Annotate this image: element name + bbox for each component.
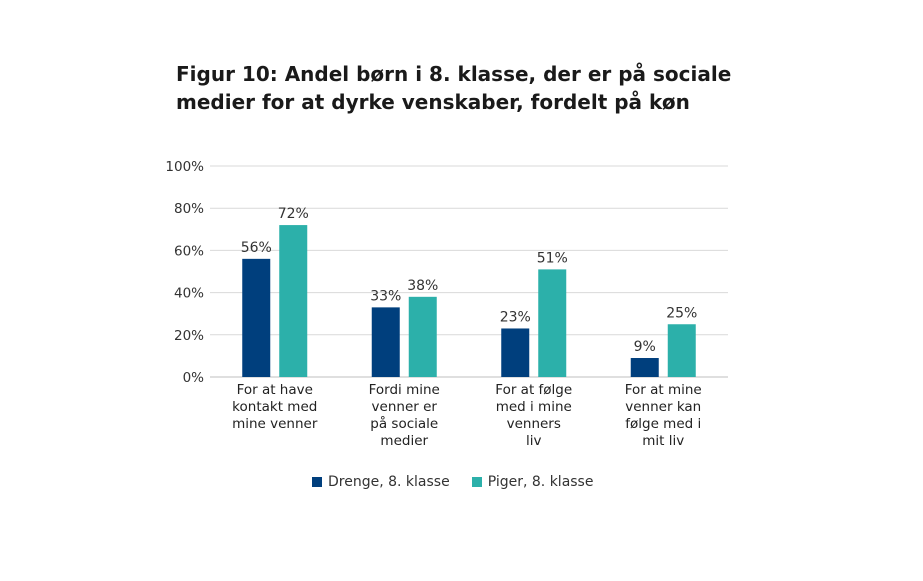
category-label: venner er <box>372 399 438 415</box>
chart-title-line-1: Figur 10: Andel børn i 8. klasse, der er… <box>176 62 732 86</box>
bar <box>371 307 400 377</box>
chart-title: Figur 10: Andel børn i 8. klasse, der er… <box>176 60 776 116</box>
legend-swatch-piger <box>471 477 482 487</box>
data-label: 9% <box>634 339 656 355</box>
bar <box>408 296 437 377</box>
category-label: medier <box>380 433 428 449</box>
category-label: venner kan <box>625 399 701 415</box>
category-label: med i mine <box>496 399 572 415</box>
y-tick-label: 40% <box>174 286 204 302</box>
category-label: For at følge <box>495 382 572 398</box>
bar <box>501 328 530 377</box>
y-tick-label: 0% <box>183 370 205 386</box>
data-label: 33% <box>370 288 401 304</box>
y-tick-label: 60% <box>174 243 204 259</box>
category-label: følge med i <box>625 416 701 432</box>
data-label: 72% <box>278 206 309 222</box>
bar <box>667 324 696 377</box>
category-label: mit liv <box>642 433 684 449</box>
y-tick-label: 100% <box>165 159 204 175</box>
data-label: 23% <box>500 309 531 325</box>
category-label: For at mine <box>625 382 702 398</box>
category-label: mine venner <box>232 416 318 432</box>
y-tick-label: 80% <box>174 201 204 217</box>
category-label: liv <box>526 433 542 449</box>
chart-title-line-2: medier for at dyrke venskaber, fordelt p… <box>176 90 690 114</box>
data-label: 56% <box>241 240 272 256</box>
bar <box>242 258 271 377</box>
category-label: på sociale <box>370 415 438 432</box>
category-label: kontakt med <box>232 399 317 415</box>
category-label: Fordi mine <box>369 382 440 398</box>
legend-label-drenge: Drenge, 8. klasse <box>328 474 450 490</box>
data-label: 51% <box>537 250 568 266</box>
category-label: For at have <box>237 382 313 398</box>
legend-swatch-drenge <box>312 477 322 487</box>
legend: Drenge, 8. klasse Piger, 8. klasse <box>312 474 593 490</box>
bar <box>279 225 308 377</box>
y-tick-label: 20% <box>174 328 204 344</box>
legend-label-piger: Piger, 8. klasse <box>487 474 594 490</box>
legend-item-piger: Piger, 8. klasse <box>471 474 594 490</box>
category-label: venners <box>507 416 561 432</box>
bar <box>538 269 567 377</box>
data-label: 38% <box>407 278 438 294</box>
data-label: 25% <box>666 305 697 321</box>
legend-item-drenge: Drenge, 8. klasse <box>312 474 450 490</box>
bar <box>630 358 659 377</box>
